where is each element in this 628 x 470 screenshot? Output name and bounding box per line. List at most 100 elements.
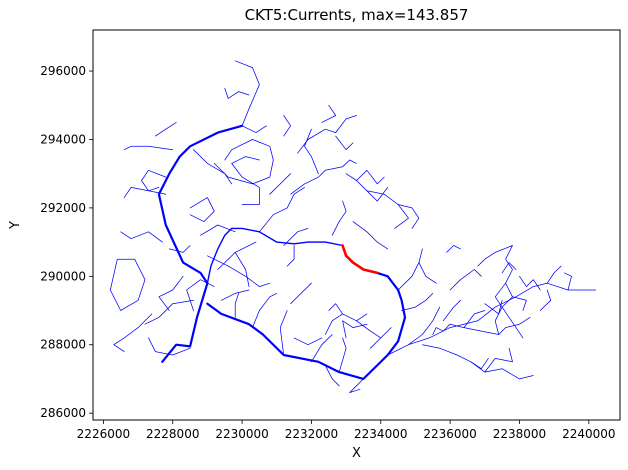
- line-segment-45: [397, 248, 423, 291]
- line-segment-13: [123, 145, 174, 151]
- line-segment-51: [234, 293, 239, 318]
- x-tick-label: 2236000: [423, 427, 476, 441]
- line-segment-64: [432, 317, 531, 335]
- line-segment-59: [349, 378, 364, 393]
- line-segment-61: [293, 337, 323, 346]
- y-tick-label: 294000: [40, 132, 86, 146]
- line-segment-2: [178, 124, 244, 158]
- y-axis-label: Y: [8, 221, 23, 230]
- line-segment-44: [286, 245, 295, 267]
- line-segment-84: [234, 252, 250, 287]
- line-segment-78: [564, 272, 572, 291]
- line-segment-0: [161, 282, 209, 363]
- line-segment-5: [376, 271, 400, 292]
- line-segment-30: [283, 115, 291, 137]
- y-tick-label: 292000: [40, 201, 86, 215]
- line-segment-49: [279, 310, 288, 356]
- line-segment-31: [259, 187, 305, 233]
- line-segment-48: [290, 282, 312, 305]
- x-tick-label: 2230000: [215, 427, 268, 441]
- line-segment-7: [206, 227, 344, 284]
- line-segment-57: [324, 364, 340, 387]
- line-segment-34: [304, 128, 319, 175]
- line-segment-74: [501, 262, 517, 274]
- x-axis-ticks: 2226000 2228000 2230000 2232000 2234000 22360…: [77, 420, 616, 441]
- network-lines: [109, 60, 597, 393]
- line-segment-33: [290, 159, 357, 195]
- line-segment-54: [328, 303, 343, 315]
- line-segment-77: [539, 289, 552, 311]
- line-segment-17: [148, 337, 191, 356]
- line-segment-65: [422, 344, 472, 363]
- line-segment-39: [356, 169, 385, 185]
- plot-frame: [92, 29, 621, 421]
- line-segment-82: [446, 245, 461, 253]
- line-segment-16: [168, 245, 191, 253]
- line-segment-12: [123, 187, 167, 198]
- x-tick-label: 2234000: [354, 427, 407, 441]
- x-tick-label: 2228000: [146, 427, 199, 441]
- x-tick-label: 2240000: [562, 427, 615, 441]
- line-segment-81: [449, 269, 482, 291]
- line-segment-52: [311, 334, 333, 363]
- line-segment-32: [269, 173, 291, 195]
- line-segment-76: [546, 265, 562, 284]
- line-segment-18: [158, 275, 184, 311]
- line-segment-43: [283, 228, 309, 246]
- line-segment-68: [484, 347, 513, 373]
- line-segment-3: [206, 302, 389, 380]
- line-segment-36: [335, 135, 354, 151]
- line-segment-1: [157, 155, 209, 285]
- line-segment-26: [213, 139, 274, 185]
- line-segment-8: [109, 258, 146, 311]
- line-segment-63: [408, 306, 441, 346]
- line-segment-29: [241, 125, 267, 133]
- line-segment-75: [519, 275, 541, 291]
- y-tick-label: 290000: [40, 269, 86, 283]
- line-segment-42: [331, 200, 347, 236]
- line-segment-28: [224, 87, 250, 99]
- line-segment-72: [494, 282, 524, 339]
- line-segment-9: [113, 313, 153, 352]
- y-tick-label: 288000: [40, 338, 86, 352]
- line-segment-20: [193, 149, 233, 185]
- chart-title: CKT5:Currents, max=143.857: [245, 6, 469, 24]
- line-segment-46: [401, 293, 434, 311]
- line-segment-56: [338, 337, 347, 373]
- line-segment-70: [442, 299, 461, 322]
- line-segment-69: [463, 310, 486, 328]
- line-segment-60: [370, 327, 392, 349]
- line-segment-37: [321, 104, 337, 123]
- line-segment-73: [512, 296, 527, 311]
- line-segment-67: [470, 361, 534, 380]
- line-segment-22: [207, 255, 271, 287]
- max-current-line-6: [341, 244, 379, 275]
- line-segment-58: [342, 320, 368, 339]
- line-segment-40: [366, 187, 389, 202]
- line-segment-47: [352, 221, 389, 250]
- line-segment-79: [484, 299, 503, 315]
- line-segment-11: [120, 231, 163, 243]
- line-segment-19: [189, 197, 215, 222]
- line-segment-27: [234, 60, 260, 127]
- line-segment-62: [387, 282, 597, 356]
- line-segment-35: [297, 115, 357, 154]
- line-segment-80: [418, 262, 437, 284]
- line-segment-21: [200, 224, 236, 236]
- line-segment-14: [141, 169, 167, 192]
- y-tick-label: 286000: [40, 406, 86, 420]
- y-tick-label: 296000: [40, 64, 86, 78]
- line-segment-71: [477, 245, 513, 335]
- y-axis-ticks: 286000 288000 290000 292000 294000 296000: [40, 64, 93, 420]
- line-segment-15: [155, 122, 177, 137]
- line-segment-25: [231, 156, 260, 205]
- line-segment-23: [220, 289, 250, 301]
- x-tick-label: 2226000: [77, 427, 130, 441]
- x-tick-label: 2238000: [493, 427, 546, 441]
- line-segment-41: [397, 204, 420, 229]
- line-segment-4: [386, 288, 407, 357]
- x-axis-label: X: [352, 446, 361, 461]
- line-segment-55: [356, 320, 382, 339]
